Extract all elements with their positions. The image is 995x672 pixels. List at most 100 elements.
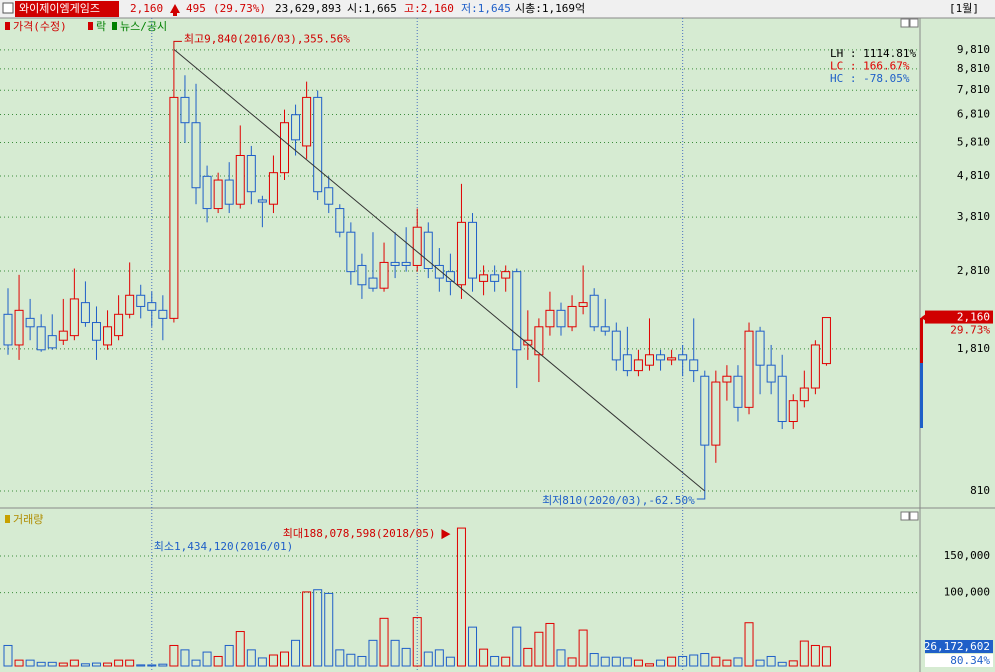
candle-body <box>667 357 677 361</box>
volume-bar <box>810 644 820 667</box>
volume-bar <box>434 649 444 667</box>
y-tick-label: 5,810 <box>957 136 990 149</box>
candle-body <box>611 330 621 361</box>
candle-body <box>302 96 312 147</box>
legend-icon <box>5 22 10 30</box>
stat: LH : 1114.81% <box>830 47 916 60</box>
candle-body <box>423 231 433 270</box>
volume-bar <box>69 659 79 667</box>
volume-bar <box>3 644 13 667</box>
volume-bar <box>202 651 212 667</box>
volume-bar <box>268 654 278 667</box>
volume-bar <box>169 644 179 667</box>
price: 2,160 <box>130 2 163 15</box>
candle-body <box>291 114 301 141</box>
candle-body <box>534 326 544 356</box>
candle-body <box>556 309 566 328</box>
candle-body <box>158 309 168 319</box>
candle-body <box>246 154 256 193</box>
candle-body <box>47 335 57 349</box>
volume-bar <box>689 654 699 667</box>
volume-bar <box>656 659 666 667</box>
y-tick-label: 810 <box>970 484 990 497</box>
range-bar <box>920 318 923 363</box>
high: 고:2,160 <box>404 2 454 15</box>
low-marker <box>696 491 706 500</box>
max-marker <box>441 529 451 540</box>
legend-icon <box>112 22 117 30</box>
volume-bar <box>114 659 124 667</box>
current-box <box>925 310 993 324</box>
candle-body <box>103 326 113 346</box>
change-rate: (29.73%) <box>213 2 266 15</box>
candle-body <box>700 375 710 446</box>
volume-bar <box>545 622 555 667</box>
checkbox[interactable] <box>2 2 14 14</box>
candle-body <box>368 277 378 289</box>
volume-bar <box>644 663 654 667</box>
candle-body <box>733 375 743 408</box>
candle-body <box>479 274 489 282</box>
volume-bar <box>523 647 533 667</box>
volume-bar <box>777 661 787 667</box>
volume-bar <box>667 656 677 667</box>
candle-body <box>25 317 35 328</box>
volume-bar <box>103 662 113 667</box>
volume-bar <box>633 659 643 667</box>
panel-button[interactable] <box>900 511 910 521</box>
header-bar <box>0 0 995 18</box>
candle-body <box>69 298 79 337</box>
candle-body <box>821 317 831 365</box>
candle-body <box>114 313 124 337</box>
candle-body <box>213 179 223 210</box>
candle-body <box>324 187 334 205</box>
candle-body <box>711 381 721 446</box>
stat: LC : 166.67% <box>830 60 910 73</box>
current-change: 29.73% <box>950 324 990 337</box>
name-box[interactable] <box>15 1 119 17</box>
panel-button[interactable] <box>900 18 910 28</box>
volume-bar <box>280 651 289 667</box>
candle-body <box>523 339 533 346</box>
volume-bar <box>490 655 500 667</box>
range-bar <box>920 363 923 428</box>
volume-bar <box>47 661 57 667</box>
volume-bar <box>423 651 433 667</box>
candle-body <box>490 274 500 282</box>
volume-bar <box>456 527 466 667</box>
candle-body <box>468 221 478 279</box>
candle-body <box>401 261 411 266</box>
y-tick-label: 1,810 <box>957 342 990 355</box>
candle-body <box>766 364 776 383</box>
volume-bar <box>158 663 168 667</box>
candle-body <box>58 330 68 341</box>
volume-bar <box>401 647 411 667</box>
candle-body <box>777 375 787 423</box>
panel-button[interactable] <box>909 18 919 28</box>
panel-title: 거래량 <box>13 513 43 526</box>
volume-bar <box>213 655 223 667</box>
volume-bar <box>600 656 610 667</box>
candle-body <box>136 294 146 307</box>
volume-bar <box>58 662 68 667</box>
volume-bar <box>335 649 345 667</box>
panel-button[interactable] <box>909 511 919 521</box>
current-volume-change: 80.34% <box>950 654 990 667</box>
y-tick-label: 150,000 <box>944 549 990 562</box>
current-volume-box2 <box>925 654 993 667</box>
change: 495 <box>186 2 206 15</box>
candle-body <box>600 326 610 332</box>
volume-bar <box>622 657 632 667</box>
period: [1월] <box>949 2 979 15</box>
volume-bar <box>191 659 201 667</box>
candle-body <box>80 302 90 324</box>
volume-bar <box>611 656 621 667</box>
candle-body <box>644 354 654 366</box>
volume-bar <box>346 653 356 667</box>
volume-bar <box>766 655 776 667</box>
candle-body <box>545 309 555 328</box>
candle-body <box>722 375 732 383</box>
volume-bar <box>733 657 743 667</box>
volume-bar <box>147 664 157 667</box>
candle-body <box>346 231 356 273</box>
